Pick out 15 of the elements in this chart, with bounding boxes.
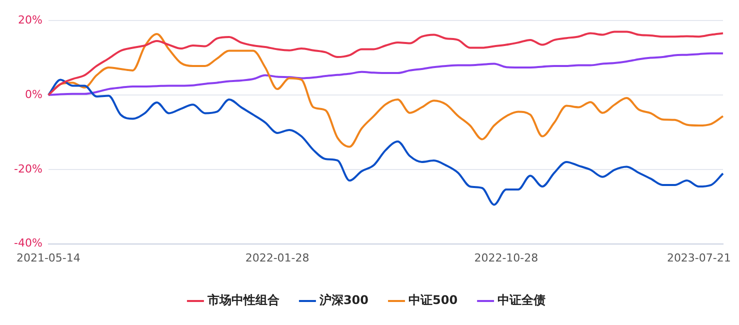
x-tick-label: 2022-01-28 — [245, 251, 310, 264]
legend-label: 中证500 — [408, 293, 458, 308]
y-tick-label: -40% — [14, 236, 42, 250]
line-series — [47, 78, 724, 206]
x-tick-label: 2022-10-28 — [474, 251, 538, 264]
line-series — [47, 52, 724, 96]
legend-label: 沪深300 — [318, 293, 369, 308]
legend-label: 市场中性组合 — [206, 293, 280, 308]
x-tick-label: 2021-05-14 — [16, 251, 80, 264]
y-tick-label: 0% — [24, 88, 42, 101]
legend-label: 中证全债 — [498, 293, 546, 308]
line-series — [47, 30, 724, 96]
y-tick-label: 20% — [18, 13, 42, 26]
y-tick-label: -20% — [14, 162, 42, 176]
x-tick-label: 2023-07-21 — [666, 251, 731, 264]
